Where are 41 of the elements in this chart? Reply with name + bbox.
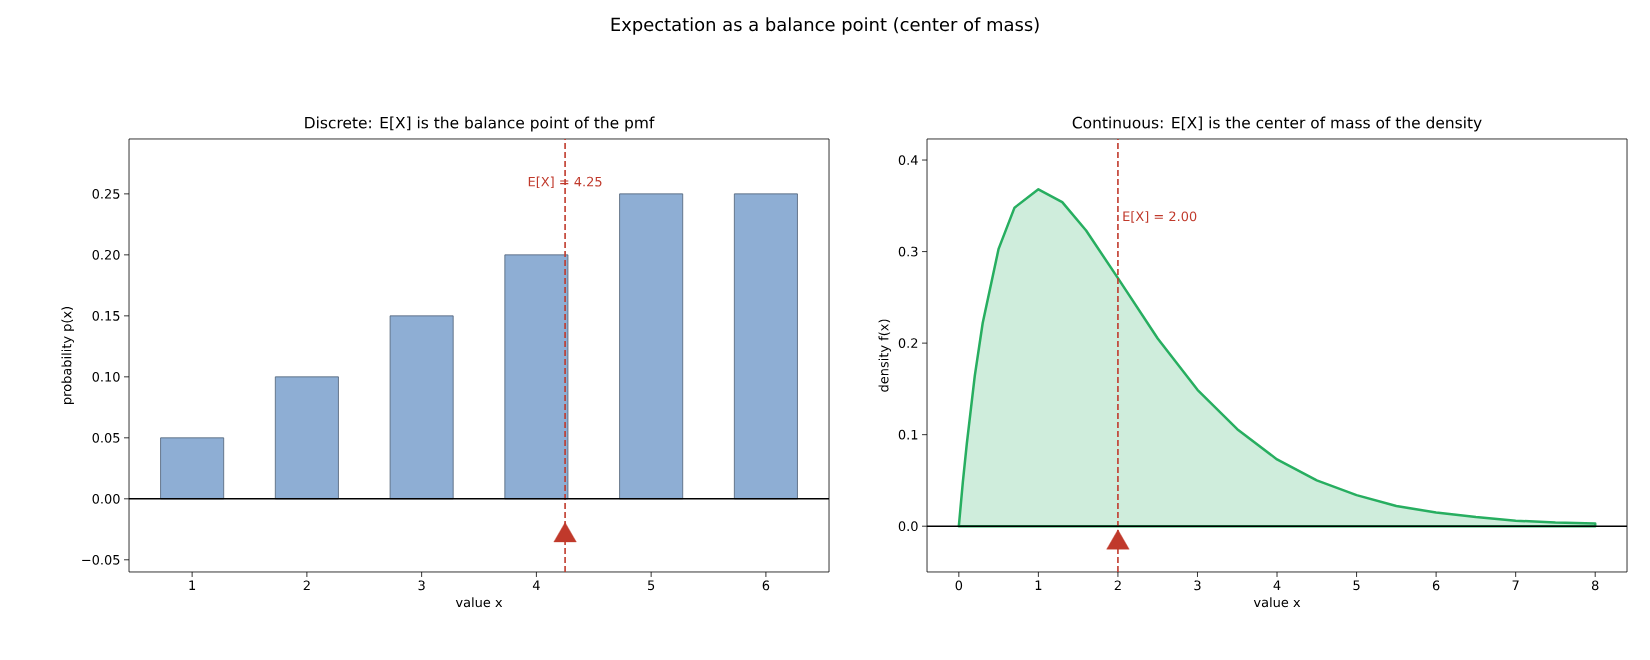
x-tick-label: 3 xyxy=(1194,580,1201,591)
y-tick-label: 0.4 xyxy=(898,155,918,165)
x-tick-label: 5 xyxy=(648,580,655,591)
x-tick-label: 0 xyxy=(955,580,963,591)
ref-line-label: E[X] = 2.00 xyxy=(1123,211,1197,223)
x-tick-label: 5 xyxy=(1353,580,1360,591)
y-tick-label: 0.00 xyxy=(92,493,120,504)
bar xyxy=(274,376,339,500)
chart-title: Discrete: E[X] is the balance point of the pmf xyxy=(305,116,655,132)
x-tick-label: 2 xyxy=(303,580,310,591)
y-tick-label: 0.20 xyxy=(92,249,120,260)
chart-title: Continuous: E[X] is the center of mass of the density xyxy=(1072,116,1482,132)
y-tick-label: 0.2 xyxy=(898,338,918,349)
y-tick-label: 0.05 xyxy=(92,432,120,443)
x-tick-label: 1 xyxy=(189,580,196,590)
x-tick-label: 6 xyxy=(762,580,770,591)
x-tick-label: 6 xyxy=(1432,580,1440,591)
y-tick-label: 0.1 xyxy=(898,429,918,440)
y-tick-label: 0.15 xyxy=(92,310,120,321)
y-tick-label: −0.05 xyxy=(82,554,120,565)
x-axis-title: value x xyxy=(455,597,503,608)
x-tick-label: 4 xyxy=(532,580,540,590)
x-tick-label: 4 xyxy=(1273,580,1281,590)
y-axis-title: probability p(x) xyxy=(61,306,74,404)
x-tick-label: 1 xyxy=(1035,580,1042,590)
y-tick-label: 0.3 xyxy=(898,246,918,257)
y-tick-label: 0.25 xyxy=(92,188,120,199)
x-tick-label: 2 xyxy=(1114,580,1121,591)
y-tick-label: 0.0 xyxy=(898,521,918,532)
bar xyxy=(160,437,225,500)
y-axis-title: density f(x) xyxy=(878,319,892,392)
x-tick-label: 8 xyxy=(1591,580,1599,591)
bar xyxy=(504,254,569,500)
x-axis-title: value x xyxy=(1253,597,1301,608)
bar xyxy=(619,193,684,500)
x-tick-label: 3 xyxy=(418,580,425,591)
bar xyxy=(389,315,454,500)
y-tick-label: 0.10 xyxy=(92,371,120,382)
text: Expectation as a balance point (center of mass) xyxy=(611,17,1039,35)
x-tick-label: 7 xyxy=(1512,580,1519,590)
bar xyxy=(733,193,798,500)
